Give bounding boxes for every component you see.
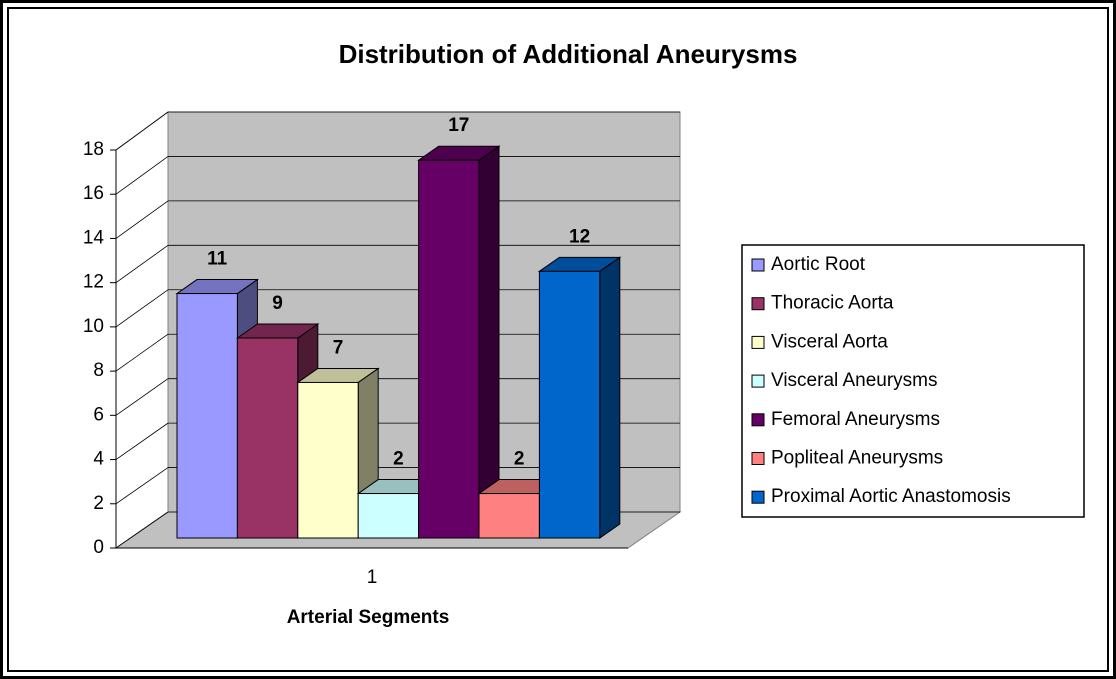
y-tick-label: 14 [83,227,105,248]
y-tick-label: 0 [93,537,104,558]
data-label: 9 [272,293,283,314]
legend-label: Femoral Aneurysms [771,409,940,430]
data-label: 17 [448,115,469,136]
inner-frame [7,7,1109,672]
legend-swatch [751,335,765,349]
bar [538,270,601,539]
y-tick-label: 10 [83,316,104,337]
grid-line-side [115,378,169,416]
data-label: 11 [207,249,228,270]
legend-swatch [751,490,765,504]
y-tick-label: 18 [83,139,104,160]
bar [478,493,540,539]
bar-side [478,145,500,539]
grid-line-side [115,200,169,239]
y-tick-label: 16 [83,183,104,204]
side-wall [115,111,169,549]
legend-swatch [751,258,765,272]
grid-line-side [115,333,169,372]
data-label: 2 [393,449,404,470]
y-tick-label: 12 [83,272,104,293]
y-tick-label: 2 [93,493,104,514]
legend-swatch [751,452,765,465]
y-tick-label: 8 [93,360,104,381]
bar [418,159,480,539]
legend-label: Visceral Aorta [771,331,888,352]
bar [357,493,420,539]
data-label: 2 [514,449,525,470]
legend-label: Proximal Aortic Anastomosis [771,486,1011,507]
grid-line-side [115,111,169,151]
chart-title: Distribution of Additional Aneurysms [339,39,798,69]
grid-line-side [115,467,169,505]
y-tick-label: 6 [93,404,104,425]
y-tick-label: 4 [93,449,104,470]
legend-swatch [751,297,765,311]
legend-swatch [751,374,765,388]
bar [297,381,359,539]
legend-label: Thoracic Aorta [771,293,894,314]
grid-line-side [115,422,169,460]
bar [176,293,238,539]
legend [741,244,1085,518]
x-tick-label: 1 [367,567,378,588]
bar-side [599,256,621,539]
bar [236,337,299,539]
legend-label: Aortic Root [771,254,866,275]
legend-swatch [751,413,765,427]
grid-line-side [115,289,169,328]
legend-label: Popliteal Aneurysms [771,448,943,469]
legend-label: Visceral Aneurysms [771,370,938,391]
grid-line-side [115,156,169,195]
data-label: 7 [333,337,344,358]
data-label: 12 [569,226,590,247]
grid-line-side [115,511,169,549]
grid-line-side [115,245,169,283]
x-axis-label: Arterial Segments [287,607,450,628]
